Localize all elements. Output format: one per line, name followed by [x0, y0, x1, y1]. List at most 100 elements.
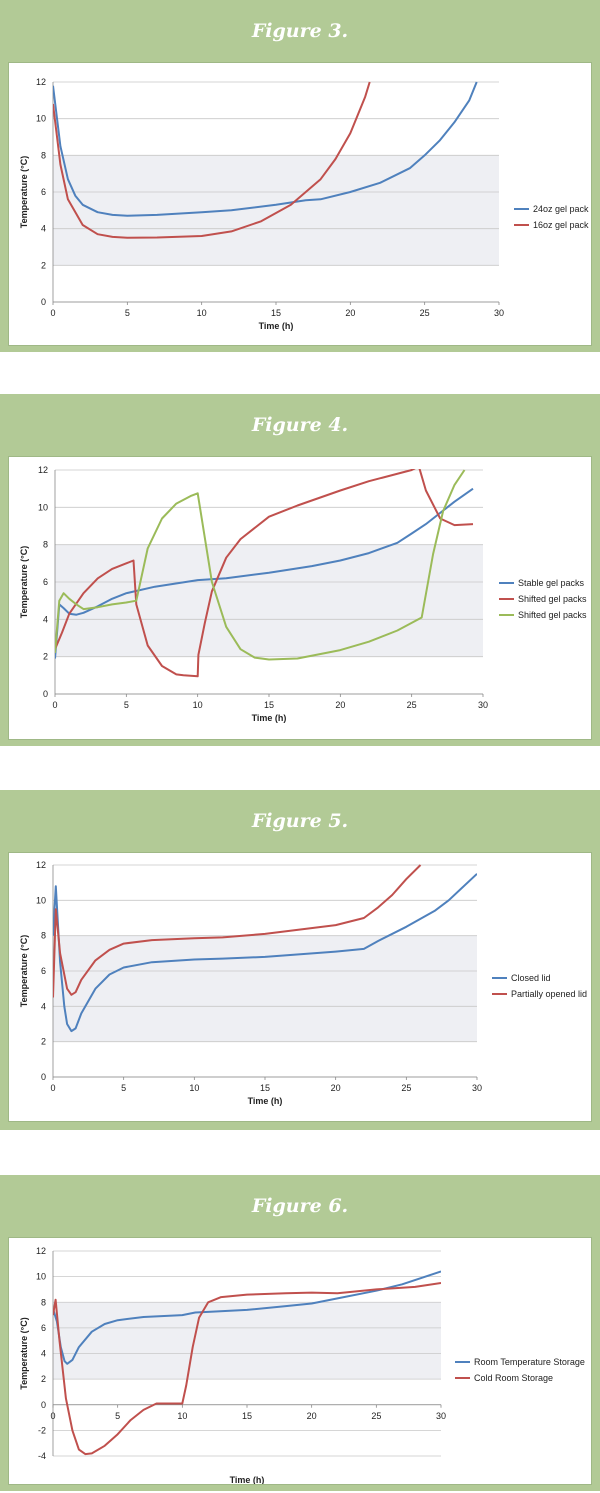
line-chart: 0 2 4 6 8 10 12 0 5 10 15 20 25 30 Time (h) Temperature…	[19, 860, 587, 1106]
x-tick-label: 20	[335, 700, 345, 710]
plot-area: -4 -2 0 2 4 6 8 10 12 0 5 10 15 20 25 30 Time (h) Tempera…	[8, 1237, 592, 1485]
y-tick-label: 2	[41, 260, 46, 270]
figure-title: Figure 6.	[251, 1195, 349, 1217]
y-axis-label: Temperature (°C)	[19, 156, 29, 228]
x-tick-label: 25	[407, 700, 417, 710]
x-tick-label: 30	[494, 308, 504, 318]
line-chart: -4 -2 0 2 4 6 8 10 12 0 5 10 15 20 25 30 Time (h) Tempera…	[19, 1246, 585, 1484]
series-line	[53, 864, 422, 998]
y-tick-label: 6	[41, 1323, 46, 1333]
shaded-range-band	[53, 1302, 441, 1380]
y-tick-label: 4	[41, 224, 46, 234]
y-tick-label: 2	[43, 652, 48, 662]
y-tick-label: 0	[41, 1400, 46, 1410]
series-line	[55, 469, 474, 678]
x-tick-label: 15	[260, 1083, 270, 1093]
legend-label: Shifted gel packs	[518, 594, 587, 604]
y-tick-label: 12	[38, 465, 48, 475]
x-tick-label: 30	[472, 1083, 482, 1093]
x-tick-label: 25	[371, 1411, 381, 1421]
series-line	[53, 873, 477, 1033]
x-axis-label: Time (h)	[248, 1096, 283, 1106]
y-tick-label: 2	[41, 1374, 46, 1384]
shaded-range-band	[55, 544, 483, 657]
line-chart: 0 2 4 6 8 10 12 0 5 10 15 20 25 30 Time (h) Temperature…	[19, 465, 587, 723]
shaded-range-band	[53, 155, 499, 266]
y-axis-label: Temperature (°C)	[19, 935, 29, 1007]
x-tick-label: 20	[307, 1411, 317, 1421]
x-tick-label: 15	[264, 700, 274, 710]
figure-panel: Figure 5. 0 2 4 6 8 10 12 0 5 10 15 20 25 30 Time (h) T…	[0, 790, 600, 1130]
x-tick-label: 15	[271, 308, 281, 318]
y-tick-label: 0	[43, 689, 48, 699]
x-tick-label: 5	[121, 1083, 126, 1093]
series-line	[55, 469, 466, 661]
y-tick-label: 12	[36, 77, 46, 87]
figure-panel: Figure 4. 0 2 4 6 8 10 12 0 5 10 15 20 25 30 Time (h) T…	[0, 394, 600, 746]
x-axis-label: Time (h)	[252, 713, 287, 723]
figure-title: Figure 3.	[251, 20, 349, 42]
figure-panel: Figure 3. 0 2 4 6 8 10 12 0 5 10 15 20 25 30 Time (h) T…	[0, 0, 600, 352]
y-tick-label: 4	[41, 1001, 46, 1011]
plot-area: 0 2 4 6 8 10 12 0 5 10 15 20 25 30 Time (h) Temperature…	[8, 62, 592, 346]
plot-area: 0 2 4 6 8 10 12 0 5 10 15 20 25 30 Time (h) Temperature…	[8, 456, 592, 740]
y-axis-label: Temperature (°C)	[19, 546, 29, 618]
x-tick-label: 10	[189, 1083, 199, 1093]
y-tick-label: 4	[41, 1349, 46, 1359]
y-tick-label: 4	[43, 614, 48, 624]
x-tick-label: 10	[197, 308, 207, 318]
y-tick-label: 10	[38, 502, 48, 512]
legend-label: Closed lid	[511, 973, 551, 983]
x-tick-label: 30	[478, 700, 488, 710]
y-tick-label: 8	[41, 1297, 46, 1307]
x-tick-label: 20	[345, 308, 355, 318]
series-line	[53, 1282, 441, 1456]
plot-area: 0 2 4 6 8 10 12 0 5 10 15 20 25 30 Time (h) Temperature…	[8, 852, 592, 1122]
series-line	[53, 1270, 441, 1365]
legend-label: Partially opened lid	[511, 989, 587, 999]
x-tick-label: 0	[50, 308, 55, 318]
x-tick-label: 25	[401, 1083, 411, 1093]
y-axis-label: Temperature (°C)	[19, 1317, 29, 1389]
legend-label: Shifted gel packs	[518, 610, 587, 620]
y-tick-label: 0	[41, 297, 46, 307]
legend-label: Stable gel packs	[518, 578, 585, 588]
x-tick-label: 30	[436, 1411, 446, 1421]
x-tick-label: 15	[242, 1411, 252, 1421]
legend-label: Cold Room Storage	[474, 1373, 553, 1383]
line-chart: 0 2 4 6 8 10 12 0 5 10 15 20 25 30 Time (h) Temperature…	[19, 77, 589, 331]
x-tick-label: 5	[115, 1411, 120, 1421]
x-tick-label: 20	[331, 1083, 341, 1093]
x-tick-label: 10	[193, 700, 203, 710]
x-axis-label: Time (h)	[259, 321, 294, 331]
y-tick-label: 12	[36, 1246, 46, 1256]
series-line	[53, 81, 371, 239]
y-tick-label: 8	[43, 540, 48, 550]
legend-label: 16oz gel pack	[533, 220, 589, 230]
y-tick-label: 10	[36, 114, 46, 124]
x-tick-label: 10	[177, 1411, 187, 1421]
y-tick-label: 12	[36, 860, 46, 870]
y-tick-label: 10	[36, 1272, 46, 1282]
figure-title: Figure 5.	[251, 810, 349, 832]
y-tick-label: 8	[41, 931, 46, 941]
y-tick-label: 6	[41, 966, 46, 976]
legend-label: 24oz gel pack	[533, 204, 589, 214]
x-tick-label: 25	[420, 308, 430, 318]
y-tick-label: 6	[41, 187, 46, 197]
legend-label: Room Temperature Storage	[474, 1357, 585, 1367]
figure-panel: Figure 6. -4 -2 0 2 4 6 8 10 12 0 5 10 15 20 25 30 Time …	[0, 1175, 600, 1491]
x-axis-label: Time (h)	[230, 1475, 265, 1484]
series-line	[53, 81, 478, 217]
y-tick-label: 8	[41, 150, 46, 160]
shaded-range-band	[53, 935, 477, 1042]
x-tick-label: 5	[125, 308, 130, 318]
figure-title: Figure 4.	[251, 414, 349, 436]
y-tick-label: 0	[41, 1072, 46, 1082]
x-tick-label: 0	[52, 700, 57, 710]
y-tick-label: -2	[38, 1425, 46, 1435]
y-tick-label: 2	[41, 1037, 46, 1047]
x-tick-label: 0	[50, 1411, 55, 1421]
y-tick-label: 10	[36, 895, 46, 905]
y-tick-label: -4	[38, 1451, 46, 1461]
